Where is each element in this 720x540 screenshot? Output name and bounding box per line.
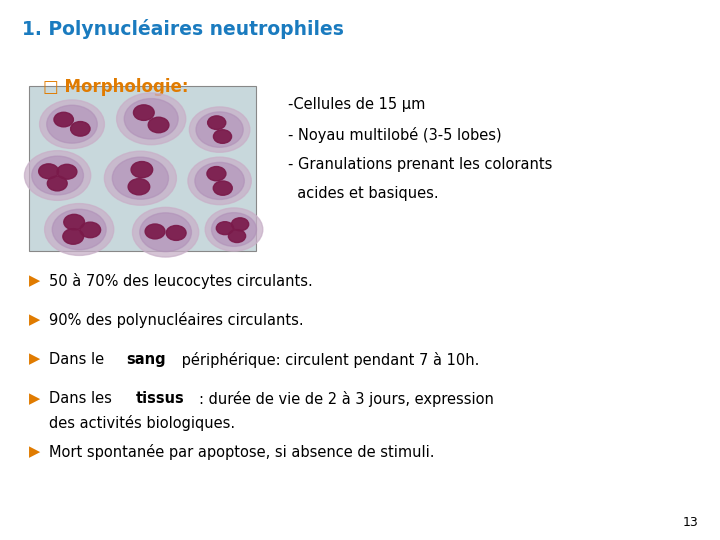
Circle shape <box>207 116 226 130</box>
Text: des activités biologiques.: des activités biologiques. <box>49 415 235 431</box>
Circle shape <box>64 214 84 230</box>
Circle shape <box>131 161 153 178</box>
Circle shape <box>57 164 77 179</box>
Circle shape <box>47 105 97 143</box>
Circle shape <box>212 213 256 246</box>
Circle shape <box>196 112 243 147</box>
Circle shape <box>32 156 84 195</box>
Text: 50 à 70% des leucocytes circulants.: 50 à 70% des leucocytes circulants. <box>49 273 312 289</box>
Text: 90% des polynucléaires circulants.: 90% des polynucléaires circulants. <box>49 312 304 328</box>
Circle shape <box>24 151 91 200</box>
Circle shape <box>45 204 114 255</box>
Text: sang: sang <box>126 352 166 367</box>
Text: ▶: ▶ <box>29 444 40 459</box>
Circle shape <box>128 179 150 195</box>
Circle shape <box>71 122 90 136</box>
Circle shape <box>195 163 244 199</box>
Text: -Cellules de 15 μm: -Cellules de 15 μm <box>288 97 426 112</box>
Circle shape <box>231 218 248 231</box>
Circle shape <box>117 93 186 145</box>
Circle shape <box>112 157 168 199</box>
Circle shape <box>140 213 192 252</box>
Text: acides et basiques.: acides et basiques. <box>288 186 438 201</box>
Text: Mort spontanée par apoptose, si absence de stimuli.: Mort spontanée par apoptose, si absence … <box>49 444 434 460</box>
Text: Dans le: Dans le <box>49 352 109 367</box>
Text: 1. Polynucléaires neutrophiles: 1. Polynucléaires neutrophiles <box>22 19 343 39</box>
Bar <box>29 86 256 251</box>
Text: périphérique: circulent pendant 7 à 10h.: périphérique: circulent pendant 7 à 10h. <box>177 352 480 368</box>
Circle shape <box>132 207 199 257</box>
Text: : durée de vie de 2 à 3 jours, expression: : durée de vie de 2 à 3 jours, expressio… <box>199 391 494 407</box>
Text: 13: 13 <box>683 516 698 529</box>
Circle shape <box>213 130 232 143</box>
Circle shape <box>63 229 84 244</box>
Text: Dans les: Dans les <box>49 391 117 406</box>
Text: - Noyau multilobé (3-5 lobes): - Noyau multilobé (3-5 lobes) <box>288 127 502 143</box>
Circle shape <box>133 105 154 120</box>
Circle shape <box>188 157 251 205</box>
Circle shape <box>53 210 106 249</box>
Circle shape <box>205 208 263 251</box>
Text: tissus: tissus <box>136 391 185 406</box>
Text: □ Morphologie:: □ Morphologie: <box>43 78 189 96</box>
Circle shape <box>228 230 246 242</box>
Circle shape <box>145 224 165 239</box>
Circle shape <box>40 100 104 149</box>
Text: ▶: ▶ <box>29 312 40 327</box>
Text: ▶: ▶ <box>29 352 40 367</box>
Text: - Granulations prenant les colorants: - Granulations prenant les colorants <box>288 157 552 172</box>
Circle shape <box>207 166 226 181</box>
Circle shape <box>213 181 233 195</box>
Circle shape <box>104 151 176 205</box>
Circle shape <box>125 99 178 139</box>
Circle shape <box>54 112 73 127</box>
Text: ▶: ▶ <box>29 273 40 288</box>
Text: ▶: ▶ <box>29 391 40 406</box>
Circle shape <box>48 176 67 191</box>
Circle shape <box>148 117 169 133</box>
Circle shape <box>80 222 101 238</box>
Circle shape <box>189 107 250 152</box>
Circle shape <box>216 222 233 235</box>
Circle shape <box>39 164 58 179</box>
Circle shape <box>166 226 186 240</box>
